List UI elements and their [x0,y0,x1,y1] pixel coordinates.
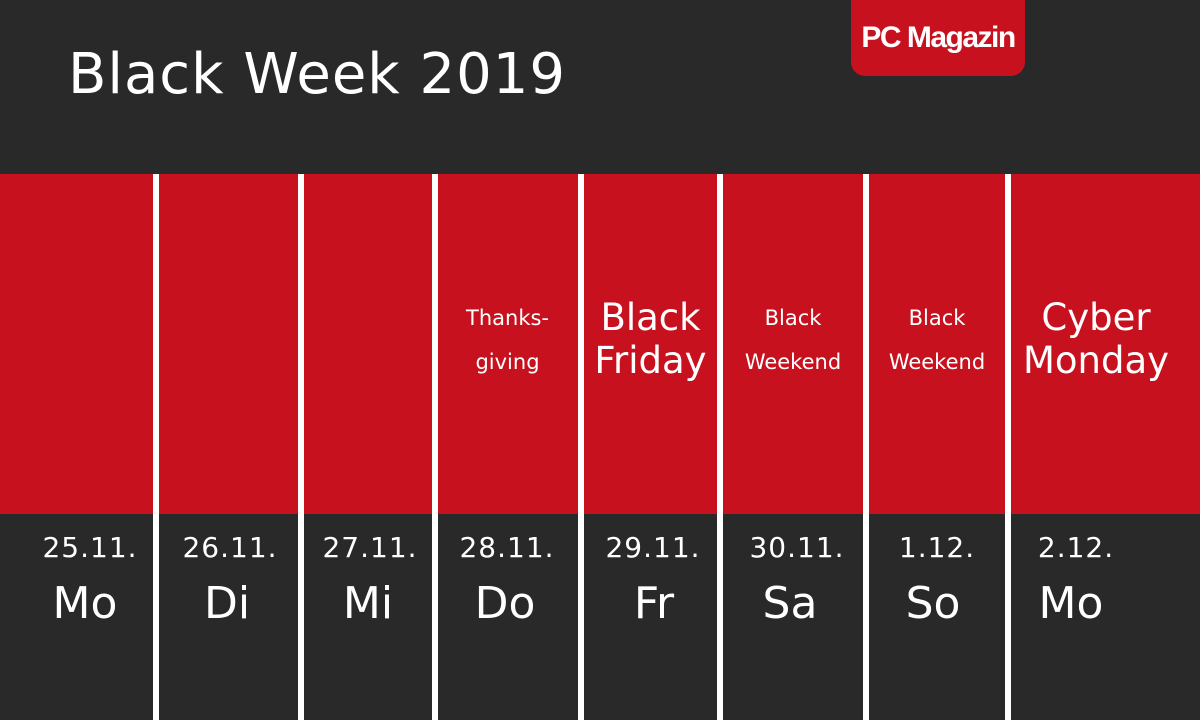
day-date: 29.11. [605,531,701,564]
day-date: 27.11. [322,531,418,564]
event-label-thanksgiving: Thanks- giving [440,296,575,396]
day-weekday: Sa [762,578,818,629]
day-date: 1.12. [898,531,976,564]
column-divider [578,174,584,720]
day-date: 2.12. [1037,531,1115,564]
brand-logo: PC Magazin [851,0,1025,76]
day-date: 28.11. [459,531,555,564]
event-label-line: Black [600,296,701,339]
day-weekday: So [905,578,961,629]
event-band [0,174,1200,514]
day-weekday: Do [474,578,536,629]
event-label-line: Black [764,306,822,330]
event-label-black-friday: Black Friday [584,296,717,396]
day-weekday: Mo [1038,578,1104,629]
event-label-line: Weekend [888,350,986,374]
event-label-line: Weekend [744,350,842,374]
day-date: 26.11. [182,531,278,564]
event-label-line: Monday [1022,339,1170,382]
event-label-cyber-monday: Cyber Monday [1011,296,1181,396]
day-weekday: Mi [342,578,394,629]
column-divider [298,174,304,720]
event-label-line: Black [908,306,966,330]
column-divider [153,174,159,720]
column-divider [432,174,438,720]
event-label-line: Cyber [1041,296,1151,339]
event-label-line: giving [475,350,540,374]
day-weekday: Di [203,578,251,629]
day-date: 30.11. [749,531,845,564]
event-label-line: Friday [594,339,707,382]
day-weekday: Mo [52,578,118,629]
column-divider [717,174,723,720]
page-title: Black Week 2019 [68,42,567,107]
day-weekday: Fr [633,578,675,629]
day-date: 25.11. [42,531,138,564]
column-divider [1005,174,1011,720]
event-label-black-weekend-so: Black Weekend [869,296,1005,396]
event-label-line: Thanks- [466,306,549,330]
event-label-black-weekend-sa: Black Weekend [723,296,863,396]
column-divider [863,174,869,720]
